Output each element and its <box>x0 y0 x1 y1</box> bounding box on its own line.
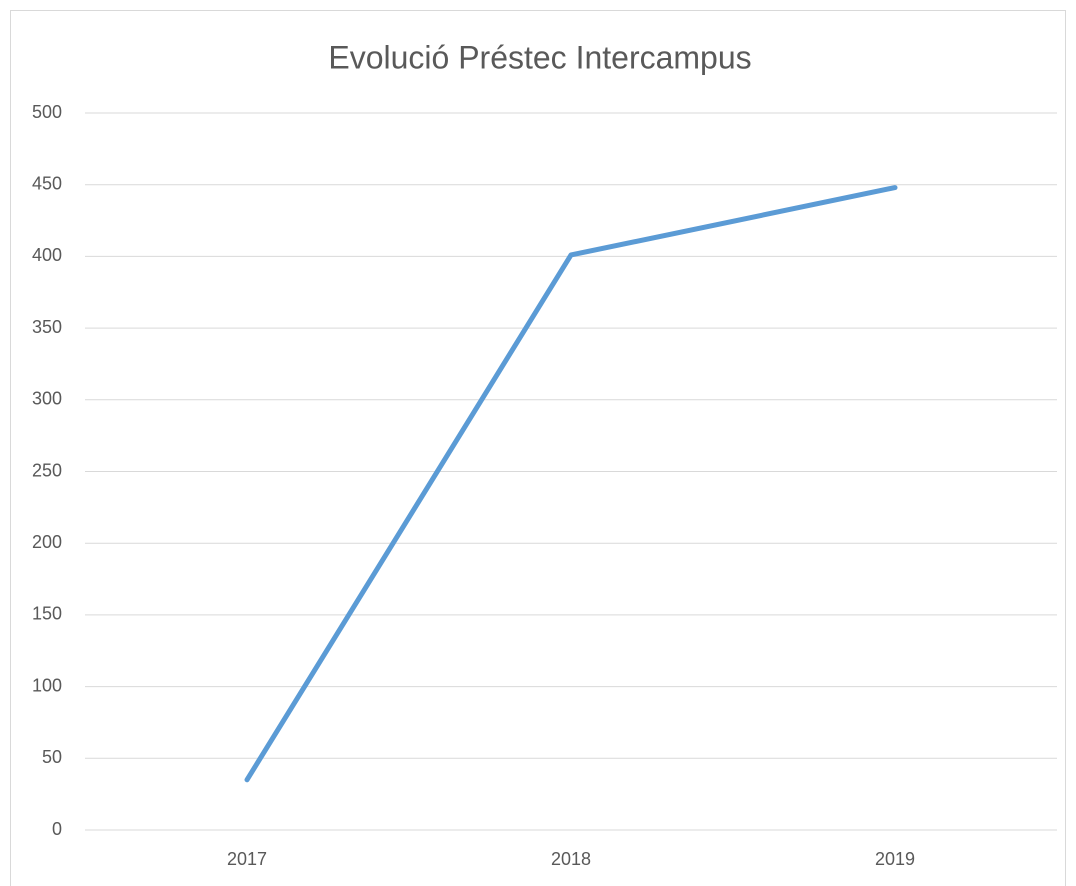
data-line <box>244 185 898 783</box>
y-tick-label: 250 <box>32 460 62 480</box>
y-tick-label: 0 <box>52 819 62 839</box>
y-tick-label: 350 <box>32 317 62 337</box>
y-tick-label: 200 <box>32 532 62 552</box>
x-tick-label: 2018 <box>551 849 591 869</box>
y-tick-label: 400 <box>32 245 62 265</box>
y-tick-label: 100 <box>32 675 62 695</box>
y-tick-label: 500 <box>32 102 62 122</box>
y-tick-label: 150 <box>32 604 62 624</box>
chart-border <box>10 10 1066 886</box>
x-tick-label: 2017 <box>227 849 267 869</box>
chart-title: Evolució Préstec Intercampus <box>328 39 751 75</box>
y-tick-label: 450 <box>32 173 62 193</box>
x-tick-label: 2019 <box>875 849 915 869</box>
y-tick-label: 50 <box>42 747 62 767</box>
y-tick-label: 300 <box>32 389 62 409</box>
